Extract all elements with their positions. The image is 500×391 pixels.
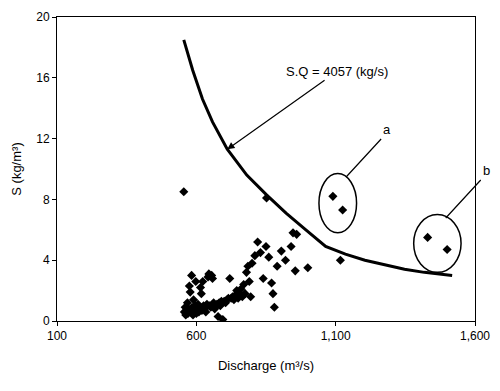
svg-text:a: a <box>383 122 391 137</box>
svg-text:S (kg/m³): S (kg/m³) <box>9 142 24 195</box>
svg-text:4: 4 <box>43 253 50 267</box>
svg-text:b: b <box>483 163 490 178</box>
svg-text:8: 8 <box>43 193 50 207</box>
svg-text:1,100: 1,100 <box>321 329 351 343</box>
svg-text:S.Q = 4057 (kg/s): S.Q = 4057 (kg/s) <box>286 64 388 79</box>
svg-text:20: 20 <box>36 10 50 24</box>
svg-text:Discharge (m³/s): Discharge (m³/s) <box>218 358 314 373</box>
svg-text:16: 16 <box>36 71 50 85</box>
svg-text:1,600: 1,600 <box>460 329 490 343</box>
svg-text:12: 12 <box>36 132 50 146</box>
svg-text:600: 600 <box>186 329 206 343</box>
svg-text:100: 100 <box>47 329 67 343</box>
svg-text:0: 0 <box>43 314 50 328</box>
